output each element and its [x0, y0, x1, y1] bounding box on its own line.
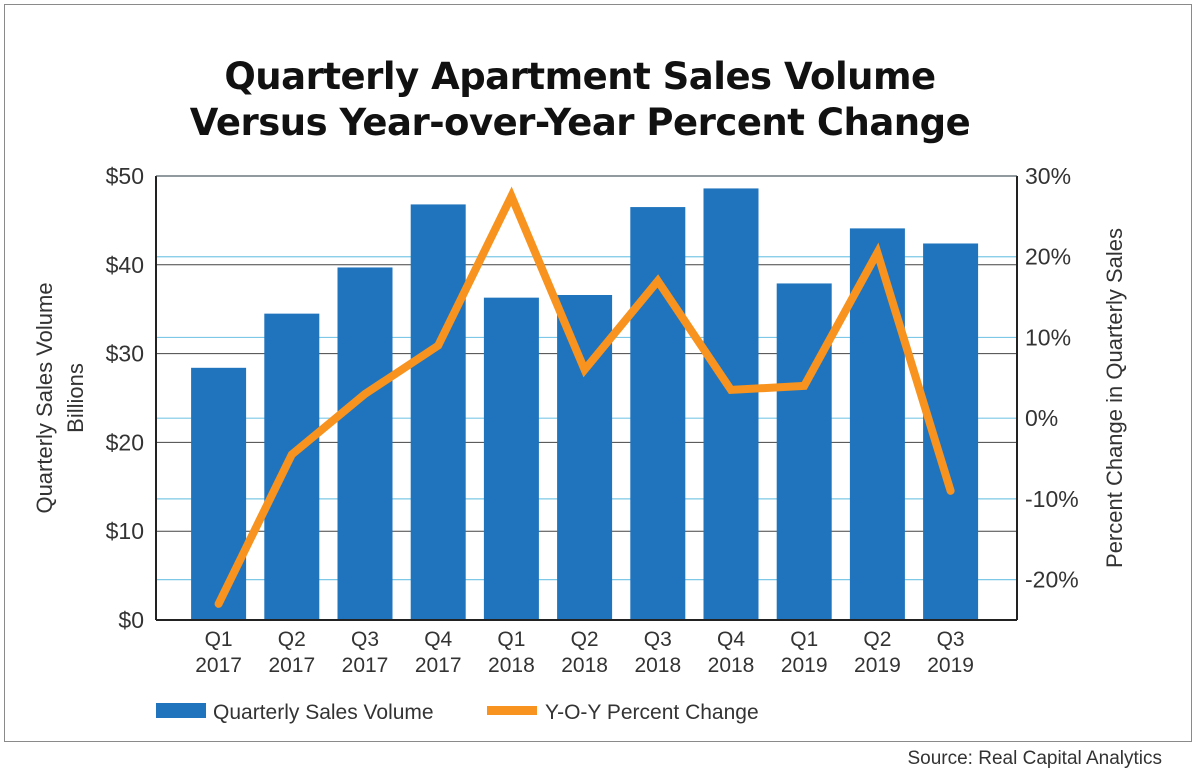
- source-note: Source: Real Capital Analytics: [907, 748, 1162, 769]
- bar-6: [630, 207, 686, 620]
- left-tick-label-5: $50: [106, 163, 144, 189]
- bar-3: [410, 204, 466, 620]
- left-tick-label-0: $0: [118, 607, 144, 633]
- category-quarter-label-6: Q3: [644, 628, 672, 651]
- category-year-label-2: 2017: [342, 654, 389, 677]
- left-tick-label-4: $40: [106, 252, 144, 278]
- category-year-label-5: 2018: [561, 654, 608, 677]
- chart-title: Quarterly Apartment Sales Volume Versus …: [0, 54, 1160, 146]
- right-axis-label: Percent Change in Quarterly Sales: [1102, 228, 1127, 568]
- left-tick-label-3: $30: [106, 341, 144, 367]
- left-tick-label-2: $20: [106, 429, 144, 455]
- chart-title-line-2: Versus Year-over-Year Percent Change: [189, 101, 971, 144]
- category-quarter-label-0: Q1: [205, 628, 233, 651]
- bar-2: [337, 267, 393, 620]
- category-year-label-9: 2019: [854, 654, 901, 677]
- category-year-label-3: 2017: [415, 654, 462, 677]
- category-quarter-label-2: Q3: [351, 628, 379, 651]
- right-tick-label-5: 30%: [1025, 163, 1071, 189]
- bar-8: [776, 283, 832, 620]
- category-quarter-label-9: Q2: [863, 628, 891, 651]
- category-year-label-8: 2019: [781, 654, 828, 677]
- category-quarter-label-10: Q3: [937, 628, 965, 651]
- legend-bar-swatch: [156, 703, 206, 718]
- left-axis-label-line-2: Billions: [63, 363, 88, 433]
- right-tick-label-2: 0%: [1025, 405, 1058, 431]
- right-tick-label-3: 10%: [1025, 324, 1071, 350]
- category-year-label-10: 2019: [927, 654, 974, 677]
- right-tick-label-1: -10%: [1025, 486, 1079, 512]
- chart-title-line-1: Quarterly Apartment Sales Volume: [224, 55, 936, 98]
- legend-line-label: Y-O-Y Percent Change: [545, 701, 759, 724]
- category-year-label-1: 2017: [268, 654, 315, 677]
- bar-0: [191, 367, 247, 620]
- right-tick-label-0: -20%: [1025, 567, 1079, 593]
- category-year-label-4: 2018: [488, 654, 535, 677]
- legend-line-swatch: [487, 706, 537, 715]
- bar-7: [703, 188, 759, 620]
- category-quarter-label-7: Q4: [717, 628, 745, 651]
- left-tick-label-1: $10: [106, 518, 144, 544]
- category-year-label-7: 2018: [708, 654, 755, 677]
- right-tick-label-4: 20%: [1025, 244, 1071, 270]
- left-axis-label-line-1: Quarterly Sales Volume: [32, 282, 57, 513]
- category-quarter-label-8: Q1: [790, 628, 818, 651]
- category-year-label-0: 2017: [195, 654, 242, 677]
- category-quarter-label-1: Q2: [278, 628, 306, 651]
- category-quarter-label-3: Q4: [424, 628, 452, 651]
- legend-bar-label: Quarterly Sales Volume: [213, 701, 434, 724]
- bar-1: [264, 313, 320, 620]
- bar-4: [483, 297, 539, 620]
- category-year-label-6: 2018: [634, 654, 681, 677]
- category-quarter-label-4: Q1: [497, 628, 525, 651]
- category-quarter-label-5: Q2: [571, 628, 599, 651]
